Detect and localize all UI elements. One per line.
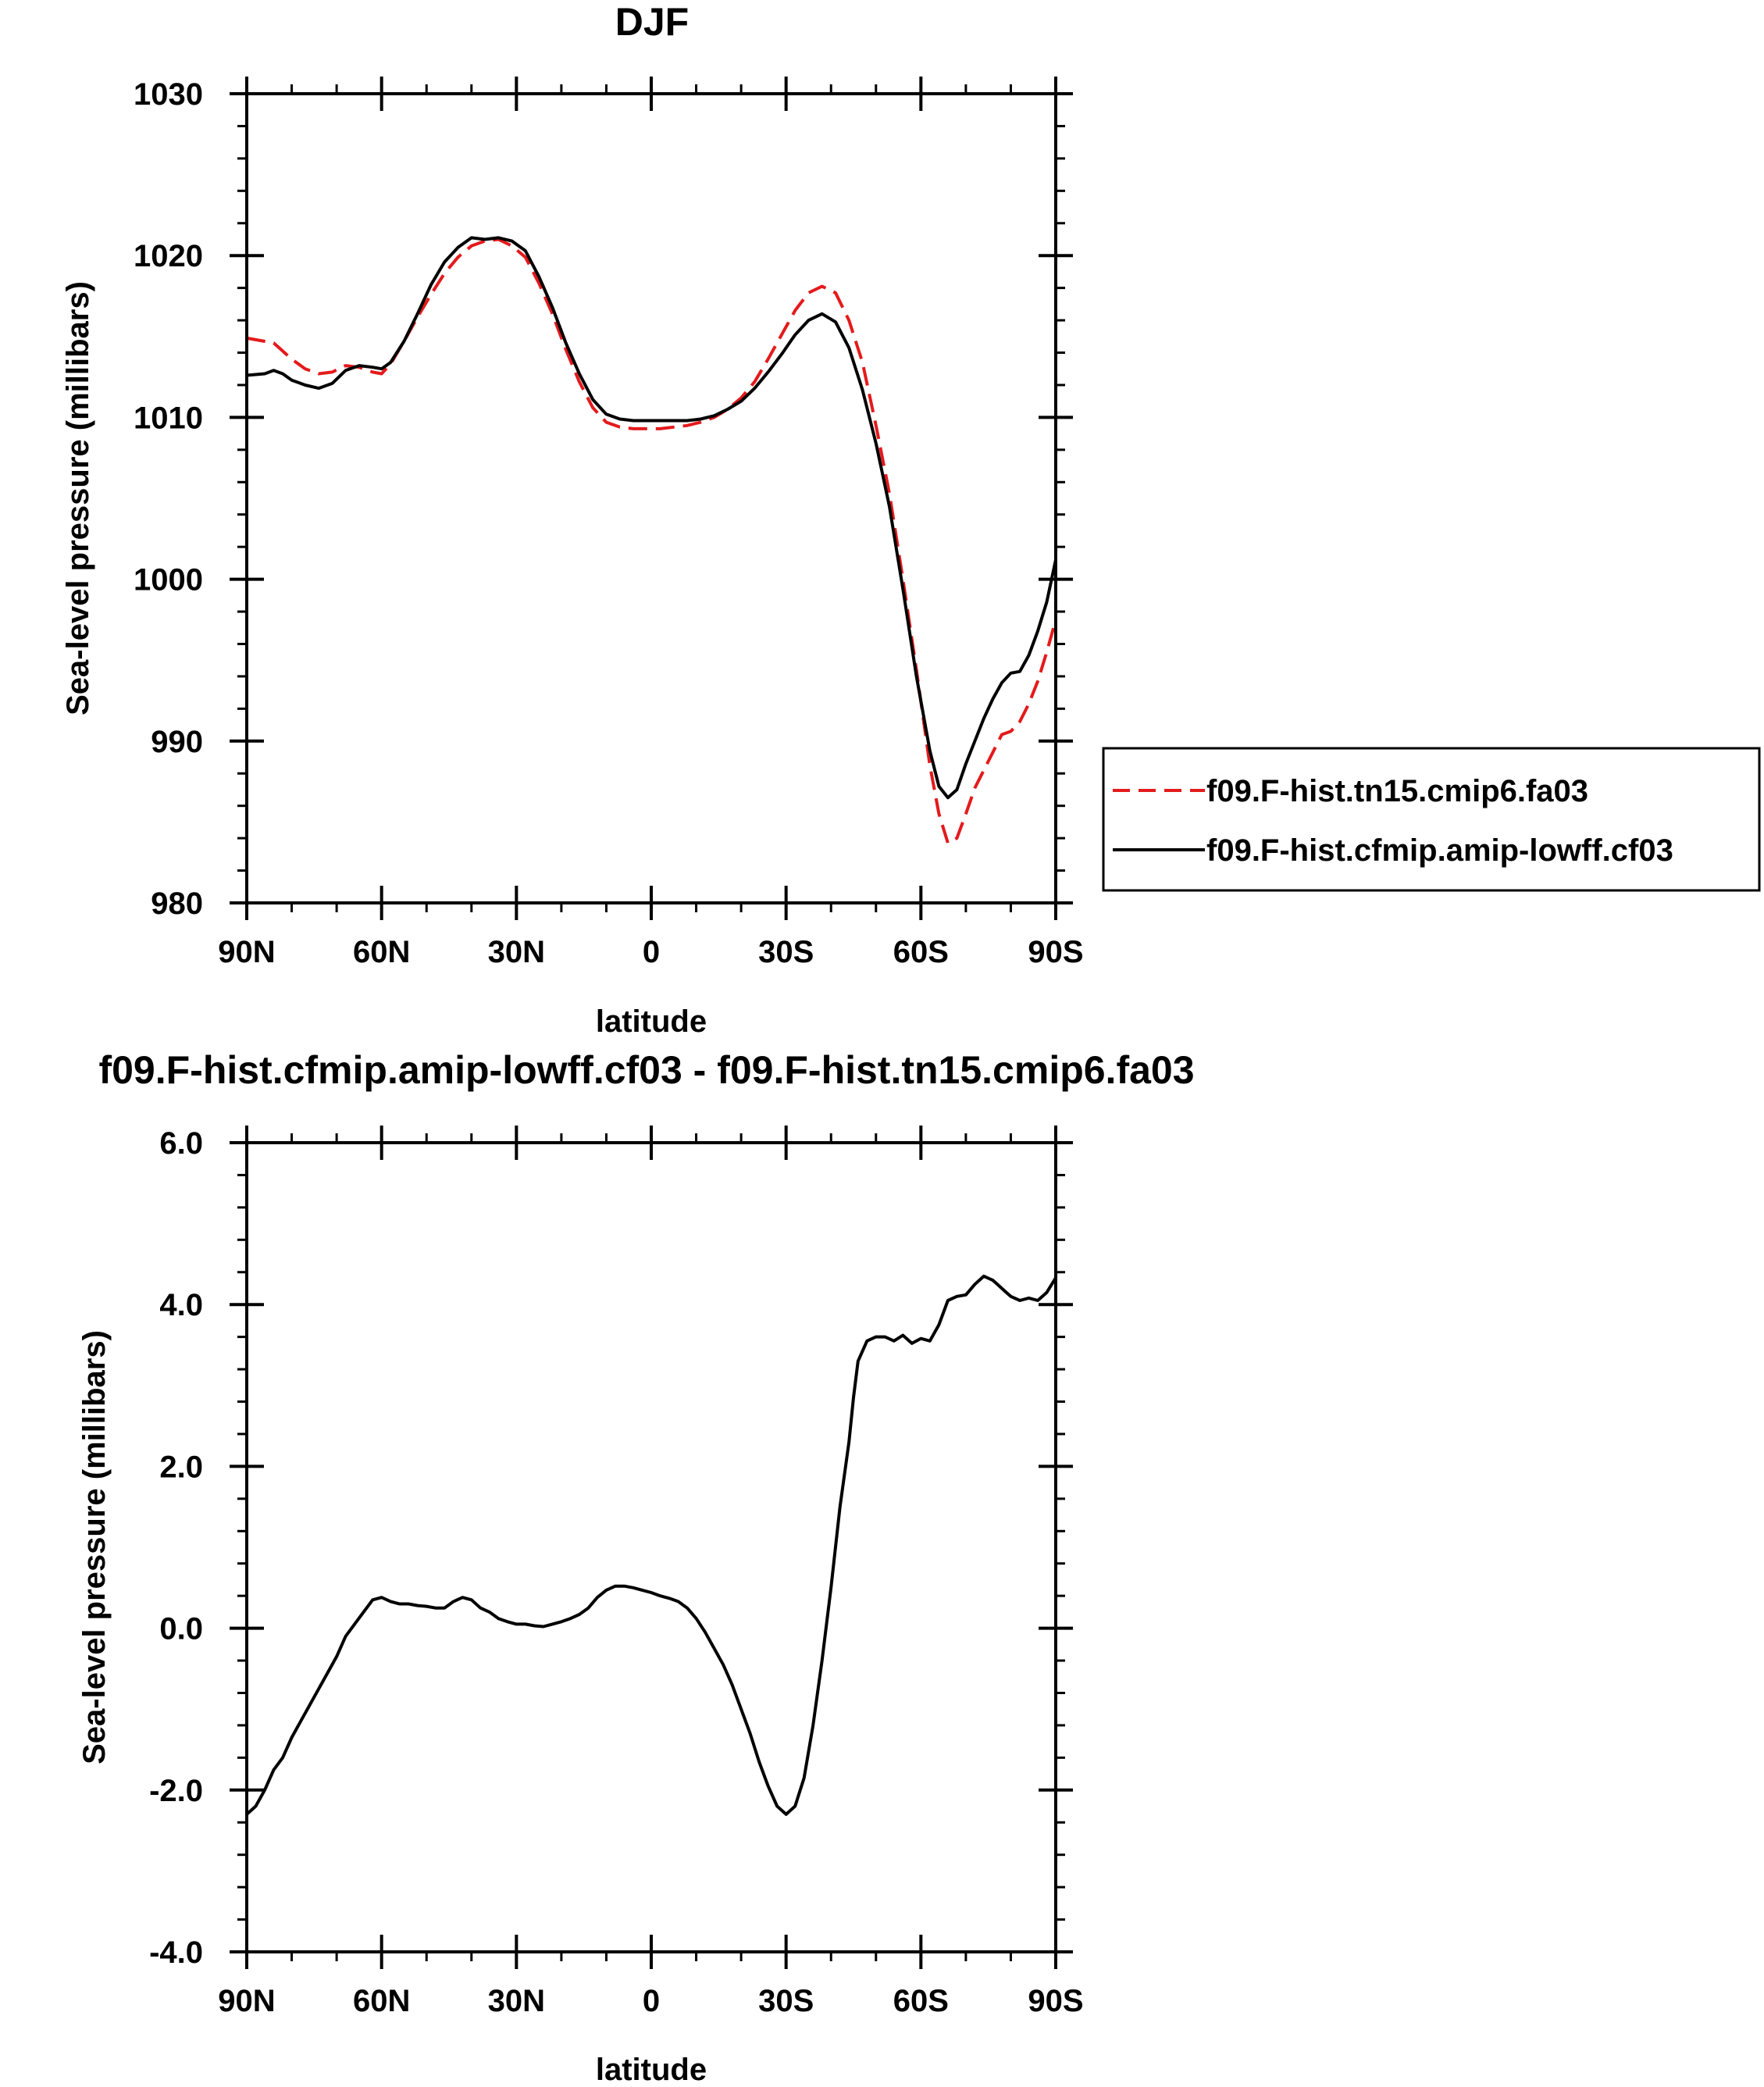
bottom-chart-series-line-1 xyxy=(245,1274,1057,1816)
top-chart-x-tick-label: 90S xyxy=(1028,935,1083,969)
bottom-chart-ticks: 90N 60N 30N 0 30S 60S 90S -4.0 -2.0 0.0 2.0 4.0 6.0 xyxy=(149,1126,1084,2018)
top-chart-x-tick-label: 60S xyxy=(893,935,949,969)
top-chart-y-tick-label: 980 xyxy=(151,887,203,921)
bottom-chart-ylabel: Sea-level pressure (millibars) xyxy=(77,1330,112,1764)
bottom-chart-x-tick-label: 90N xyxy=(218,1984,275,2018)
top-chart-legend: f09.F-hist.tn15.cmip6.fa03 f09.F-hist.cf… xyxy=(1102,747,1761,892)
top-chart-series xyxy=(246,236,1057,845)
bottom-chart-x-tick-label: 60S xyxy=(893,1984,949,2018)
bottom-chart-xlabel: latitude xyxy=(596,2053,707,2087)
top-chart-xlabel: latitude xyxy=(596,1004,707,1039)
top-chart-y-tick-label: 1010 xyxy=(134,401,203,435)
top-chart-x-tick-label: 90N xyxy=(218,935,275,969)
legend-label-series-1: f09.F-hist.tn15.cmip6.fa03 xyxy=(1206,774,1588,808)
top-chart-frame xyxy=(245,92,1057,904)
bottom-chart-y-tick-label: 4.0 xyxy=(159,1288,203,1322)
bottom-chart-y-tick-label: 6.0 xyxy=(159,1126,203,1161)
legend-box xyxy=(1102,747,1761,892)
bottom-chart-y-tick-label: 2.0 xyxy=(159,1450,203,1484)
top-chart-panel: DJF 90N 60N 30N 0 30S 60S 90S 980 990 1000 1010 102… xyxy=(61,0,1761,1039)
top-chart-x-tick-label: 60N xyxy=(353,935,410,969)
bottom-chart-y-tick-label: -2.0 xyxy=(149,1774,203,1808)
bottom-chart-y-tick-label: -4.0 xyxy=(149,1935,203,1970)
top-chart-x-tick-label: 30S xyxy=(758,935,814,969)
bottom-chart-x-tick-label: 30S xyxy=(758,1984,814,2018)
top-chart-ylabel: Sea-level pressure (millibars) xyxy=(61,281,95,715)
top-chart-series-line-1 xyxy=(246,237,1057,845)
top-chart-title: DJF xyxy=(615,0,689,44)
bottom-chart-x-tick-label: 60N xyxy=(353,1984,410,2018)
top-chart-y-tick-label: 1030 xyxy=(134,77,203,112)
bottom-chart-x-tick-label: 30N xyxy=(488,1984,545,2018)
top-chart-y-tick-label: 990 xyxy=(151,725,203,759)
top-chart-y-tick-label: 1020 xyxy=(134,239,203,273)
legend-label-series-2: f09.F-hist.cfmip.amip-lowff.cf03 xyxy=(1206,833,1673,868)
top-chart-ticks: 90N 60N 30N 0 30S 60S 90S 980 990 1000 1010 1020 103… xyxy=(134,77,1084,969)
bottom-chart-frame xyxy=(245,1141,1057,1953)
bottom-chart-x-tick-label: 0 xyxy=(643,1984,660,2018)
bottom-chart-series xyxy=(245,1274,1057,1816)
top-chart-y-tick-label: 1000 xyxy=(134,563,203,598)
bottom-chart-title: f09.F-hist.cfmip.amip-lowff.cf03 - f09.F… xyxy=(98,1048,1194,1092)
bottom-chart-x-tick-label: 90S xyxy=(1028,1984,1083,2018)
bottom-chart-y-tick-label: 0.0 xyxy=(159,1612,203,1646)
bottom-chart-panel: f09.F-hist.cfmip.amip-lowff.cf03 - f09.F… xyxy=(77,1048,1195,2087)
top-chart-series-line-2 xyxy=(246,236,1057,800)
top-chart-x-tick-label: 30N xyxy=(488,935,545,969)
top-chart-x-tick-label: 0 xyxy=(643,935,660,969)
